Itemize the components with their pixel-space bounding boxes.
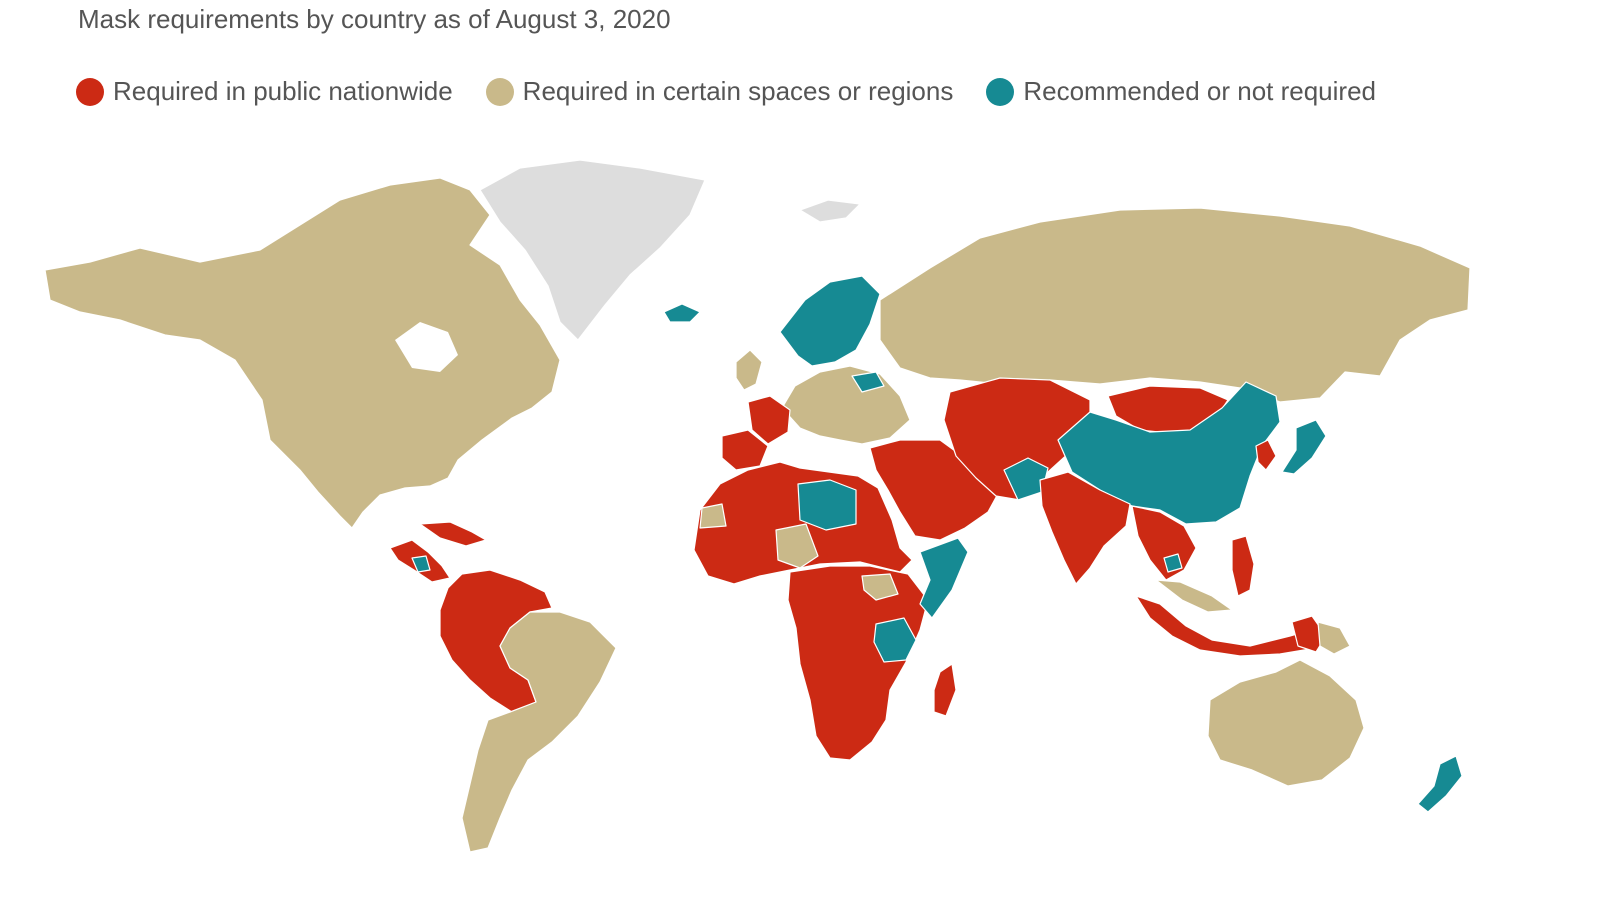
legend-item-recommended: Recommended or not required xyxy=(986,76,1376,107)
legend-label: Recommended or not required xyxy=(1023,76,1376,106)
legend-label: Required in certain spaces or regions xyxy=(522,76,954,106)
region-libya xyxy=(797,479,857,531)
legend-swatch-red xyxy=(76,77,104,106)
region-nordics xyxy=(779,275,881,367)
legend-swatch-teal xyxy=(986,77,1015,106)
region-south-america-south xyxy=(461,611,617,853)
region-africa-north xyxy=(693,461,913,585)
region-madagascar xyxy=(933,663,957,717)
region-india xyxy=(1039,471,1131,585)
region-svalbard xyxy=(799,199,861,223)
region-chad xyxy=(775,523,819,569)
map-title: Mask requirements by country as of Augus… xyxy=(78,4,671,34)
region-nicaragua xyxy=(411,555,431,573)
region-somalia xyxy=(919,537,969,619)
region-new-zealand xyxy=(1417,755,1463,813)
region-malaysia xyxy=(1155,579,1233,613)
legend-item-required-nationwide: Required in public nationwide xyxy=(76,76,453,107)
region-south-sudan xyxy=(861,573,899,601)
region-russia xyxy=(879,207,1471,403)
region-tanzania xyxy=(873,617,917,663)
region-hudson-bay xyxy=(395,322,458,372)
region-iran-central-asia xyxy=(943,377,1091,501)
region-philippines xyxy=(1231,535,1255,597)
region-korea xyxy=(1255,439,1277,471)
legend-item-required-certain: Required in certain spaces or regions xyxy=(485,76,954,107)
region-belarus xyxy=(851,371,885,393)
region-uk-ireland xyxy=(735,349,763,391)
region-spain xyxy=(721,429,769,471)
region-greenland xyxy=(479,159,706,341)
region-papua-east xyxy=(1317,621,1351,655)
region-cambodia xyxy=(1163,553,1183,573)
legend: Required in public nationwide Required i… xyxy=(76,76,1409,107)
legend-label: Required in public nationwide xyxy=(113,76,453,106)
region-caribbean xyxy=(419,521,487,547)
world-map xyxy=(44,159,1471,853)
region-africa-south xyxy=(787,565,929,761)
region-japan xyxy=(1281,419,1327,475)
region-europe xyxy=(781,365,911,445)
region-iceland xyxy=(663,303,701,323)
region-north-america xyxy=(44,177,561,529)
region-western-sahara xyxy=(699,503,727,529)
region-france xyxy=(747,395,791,445)
legend-swatch-tan xyxy=(485,77,514,106)
region-australia xyxy=(1207,659,1365,787)
region-indonesia xyxy=(1135,595,1319,657)
